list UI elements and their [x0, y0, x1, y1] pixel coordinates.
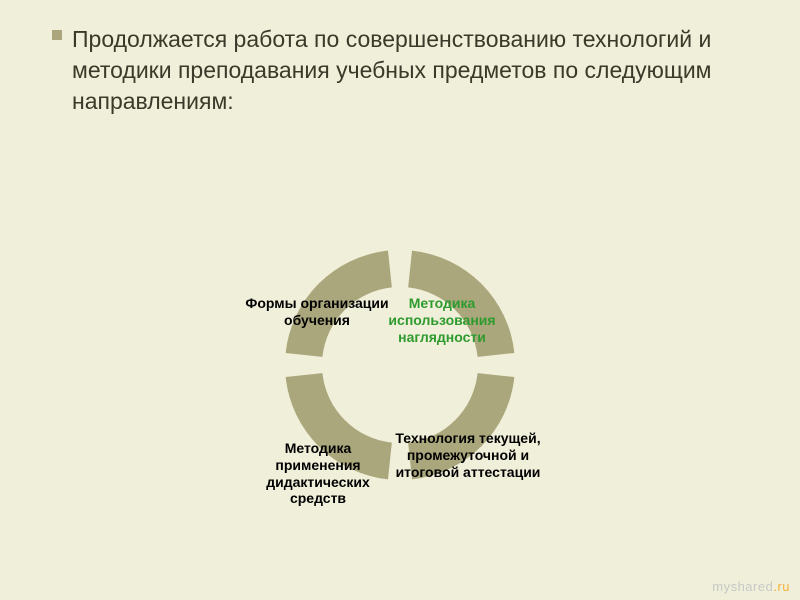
watermark: myshared.ru [712, 579, 790, 594]
page-title: Продолжается работа по совершенствованию… [72, 24, 740, 117]
watermark-accent: .ru [773, 579, 790, 594]
watermark-text: myshared [712, 579, 773, 594]
segment-label-3: Формы организации обучения [242, 295, 392, 329]
segment-label-2: Методика применения дидактических средст… [243, 440, 393, 507]
cycle-diagram: Методика использования наглядностиТехнол… [170, 155, 630, 575]
segment-label-1: Технология текущей, промежуточной и итог… [393, 430, 543, 480]
title-bullet [52, 30, 62, 40]
